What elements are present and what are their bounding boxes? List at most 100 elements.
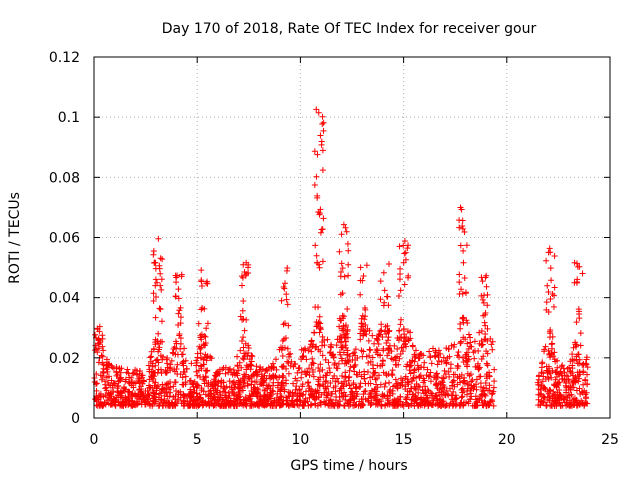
data-point [337, 333, 344, 340]
data-point [368, 387, 375, 394]
data-point [93, 387, 100, 394]
data-point [546, 334, 553, 341]
data-point [179, 360, 186, 367]
data-point [386, 260, 392, 267]
data-point [300, 347, 307, 354]
data-point [294, 390, 301, 397]
data-point [324, 336, 331, 343]
data-point [283, 296, 290, 303]
data-point [319, 121, 326, 128]
data-point [216, 396, 223, 403]
data-point [329, 390, 336, 397]
data-point [575, 308, 582, 315]
data-point [172, 393, 179, 400]
data-point [396, 276, 403, 283]
data-point [227, 365, 234, 372]
data-point [240, 316, 247, 323]
data-point [129, 398, 136, 405]
data-point [181, 345, 188, 352]
data-point [385, 334, 392, 341]
data-point [396, 355, 403, 362]
data-point [367, 347, 374, 354]
data-point [486, 387, 493, 394]
x-tick-label: 25 [601, 432, 619, 448]
data-point [541, 394, 548, 401]
data-point [225, 401, 232, 408]
data-point [429, 392, 436, 399]
data-point [113, 368, 120, 375]
data-point [255, 386, 262, 393]
data-point [440, 401, 447, 408]
data-point [187, 377, 194, 384]
data-point [342, 357, 349, 364]
data-point [317, 361, 324, 368]
data-point [346, 367, 353, 374]
data-point [582, 391, 589, 398]
data-point [381, 383, 388, 390]
data-point [479, 278, 486, 285]
data-point [543, 367, 550, 374]
data-point [111, 399, 118, 406]
data-point [372, 385, 379, 392]
data-point [410, 375, 417, 382]
data-point [467, 387, 474, 394]
data-point [583, 395, 590, 402]
data-point [235, 389, 242, 396]
data-point [173, 279, 180, 286]
data-point [342, 323, 349, 330]
data-point [123, 369, 130, 376]
data-point [150, 345, 157, 352]
data-point [156, 305, 163, 312]
data-point [329, 375, 336, 382]
data-point [152, 336, 159, 343]
data-point [335, 379, 342, 386]
data-point [484, 371, 491, 378]
data-point [306, 365, 313, 372]
data-point [205, 398, 212, 405]
data-point [454, 381, 461, 388]
data-point [202, 333, 209, 340]
y-tick-label: 0.08 [49, 170, 80, 186]
data-point [157, 366, 164, 373]
data-point [150, 290, 157, 297]
data-point [343, 381, 350, 388]
data-point [550, 303, 557, 310]
data-point [198, 385, 205, 392]
data-point [543, 299, 550, 306]
data-point [479, 392, 486, 399]
data-point [366, 391, 373, 398]
data-point [164, 360, 171, 367]
data-point [450, 388, 457, 395]
data-point [426, 348, 433, 355]
data-point [256, 397, 263, 404]
data-point [150, 369, 157, 376]
data-point [457, 340, 464, 347]
data-point [551, 382, 558, 389]
data-point [425, 400, 432, 407]
data-point [373, 392, 380, 399]
data-point [234, 353, 241, 360]
data-point [341, 360, 348, 367]
data-point [173, 387, 180, 394]
data-point [216, 366, 223, 373]
data-point [299, 383, 306, 390]
data-point [353, 385, 360, 392]
data-point [358, 347, 365, 354]
data-point [379, 358, 386, 365]
data-point [311, 182, 318, 189]
data-point [155, 348, 162, 355]
data-point [407, 370, 414, 377]
data-point [175, 286, 182, 293]
data-point [293, 383, 300, 390]
data-point [315, 261, 322, 268]
data-point [544, 368, 551, 375]
data-point [231, 402, 238, 409]
data-point [424, 394, 431, 401]
data-point [142, 388, 149, 395]
data-point [418, 363, 425, 370]
data-point [319, 258, 326, 265]
data-point [331, 361, 338, 368]
data-point [180, 381, 187, 388]
data-point [280, 362, 287, 369]
